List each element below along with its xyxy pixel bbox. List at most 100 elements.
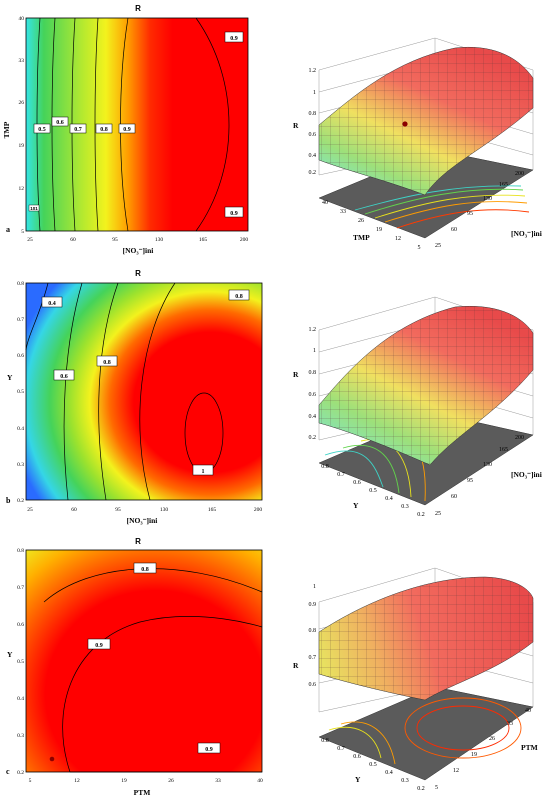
chart-b3d-zlabel: R: [293, 370, 299, 379]
chart-a3d-left-tick: 40: [322, 200, 328, 206]
chart-b-xtick: 130: [160, 507, 169, 513]
chart-a-xticks: 25 60 95 130 165 200: [27, 237, 248, 243]
chart-a-contour-label: 0.8: [100, 127, 108, 133]
chart-a-ytick: 33: [19, 58, 25, 64]
chart-c-ytick: 0.5: [17, 659, 24, 665]
chart-b-xtick: 95: [115, 507, 121, 513]
chart-c-yticks: 0.2 0.3 0.4 0.5 0.6 0.7 0.8: [17, 548, 24, 776]
contour-plot-a: R 0.5 0.6 0.7 0.8 0.9 0.9 0.9 101 25 60 …: [2, 4, 249, 255]
chart-b3d-right-tick: 165: [499, 447, 508, 453]
chart-c3d-right-tick: 12: [453, 768, 459, 774]
chart-b3d-left-tick: 0.7: [337, 472, 345, 478]
chart-b-xtick: 200: [254, 507, 263, 513]
chart-a-contour-label: 0.7: [74, 127, 82, 133]
chart-a-xlabel: [NO₃⁻]ini: [123, 246, 154, 255]
chart-c3d-floor: [318, 686, 534, 781]
chart-b3d-left-tick: 0.3: [401, 504, 409, 510]
chart-a-contour-label: 0.5: [38, 127, 46, 133]
chart-a-yticks: 5 12 19 26 33 40: [19, 16, 25, 235]
chart-a-design-point-label: 101: [30, 206, 38, 211]
chart-b-contour-label: 0.8: [235, 294, 243, 300]
chart-a3d-ztick: 0.4: [309, 153, 317, 159]
chart-b3d-left-tick: 0.5: [369, 488, 377, 494]
chart-c-contour-label: 0.8: [141, 567, 149, 573]
chart-c3d-left-tick: 0.2: [417, 786, 425, 792]
chart-b-ytick: 0.7: [17, 317, 24, 323]
chart-a3d-ztick: 0.6: [309, 132, 317, 138]
chart-a3d-left-tick: 5: [418, 245, 421, 251]
chart-b-contour-label: 0.8: [103, 360, 111, 366]
chart-a3d-right-tick: 200: [515, 171, 524, 177]
chart-b3d-left-tick: 0.4: [385, 496, 393, 502]
chart-b-plot-area: [25, 282, 263, 501]
chart-b-xtick: 25: [27, 507, 33, 513]
chart-c-xtick: 33: [215, 778, 221, 784]
chart-a-contour-label: 0.9: [123, 127, 131, 133]
chart-b3d-right-tick: 200: [515, 435, 524, 441]
chart-c3d-ztick: 1: [313, 584, 316, 590]
chart-b3d-right-tick: 25: [435, 511, 441, 517]
chart-c-ytick: 0.7: [17, 585, 24, 591]
chart-b3d-left-ticks: 0.8 0.7 0.6 0.5 0.4 0.3 0.2: [321, 464, 425, 518]
chart-c-xtick: 12: [74, 778, 80, 784]
chart-a-xtick: 130: [155, 237, 164, 243]
chart-c-xlabel: PTM: [134, 788, 151, 797]
chart-b3d-ztick: 0.2: [309, 435, 317, 441]
chart-b-ytick: 0.2: [17, 498, 24, 504]
chart-a3d-left-tick: 12: [395, 236, 401, 242]
chart-b-yticks: 0.2 0.3 0.4 0.5 0.6 0.7 0.8: [17, 281, 24, 504]
chart-c-contour-line: [62, 616, 263, 773]
chart-a-panel-letter: a: [6, 225, 10, 234]
chart-b3d-zticks: 0.2 0.4 0.6 0.8 1 1.2: [309, 327, 317, 441]
chart-c3d-left-ticks: 0.8 0.7 0.6 0.5 0.4 0.3 0.2: [321, 738, 425, 792]
chart-b3d-right-label: [NO₃⁻]ini: [511, 470, 542, 479]
chart-a3d-right-label: [NO₃⁻]ini: [511, 229, 542, 238]
chart-b-ytick: 0.3: [17, 462, 24, 468]
chart-c-xticks: 5 12 19 26 33 40: [29, 778, 263, 784]
chart-b-ylabel: Y: [7, 373, 13, 382]
chart-c3d-left-tick: 0.3: [401, 778, 409, 784]
chart-a-contour-line: [94, 17, 99, 232]
chart-c3d-right-tick: 19: [471, 752, 477, 758]
chart-b-ytick: 0.5: [17, 389, 24, 395]
chart-a3d-left-label: TMP: [353, 233, 370, 242]
chart-b3d-left-tick: 0.8: [321, 464, 329, 470]
chart-a-ytick: 40: [19, 16, 25, 22]
chart-c3d-left-tick: 0.7: [337, 746, 345, 752]
chart-c-ytick: 0.3: [17, 733, 24, 739]
chart-c-xtick: 26: [168, 778, 174, 784]
chart-c3d-zlabel: R: [293, 661, 299, 670]
chart-b-contour-line: [139, 282, 176, 501]
chart-a3d-right-ticks: 25 60 95 130 165 200: [435, 171, 524, 249]
chart-b3d-right-tick: 60: [451, 494, 457, 500]
chart-a3d-left-tick: 26: [358, 218, 364, 224]
chart-b3d-ztick: 1.2: [309, 327, 317, 333]
chart-a-ytick: 5: [21, 229, 24, 235]
chart-c-ytick: 0.6: [17, 622, 24, 628]
chart-a3d-zticks: 0.2 0.4 0.6 0.8 1 1.2: [309, 68, 317, 176]
chart-a3d-left-tick: 19: [376, 227, 382, 233]
chart-b-xtick: 60: [71, 507, 77, 513]
chart-a3d-left-ticks: 40 33 26 19 12 5: [322, 200, 421, 251]
chart-c3d-right-tick: 33: [507, 721, 513, 727]
chart-b3d-right-tick: 95: [467, 478, 473, 484]
chart-a-title: R: [135, 4, 141, 13]
chart-b3d-left-label: Y: [353, 501, 359, 510]
chart-c-xtick: 19: [121, 778, 127, 784]
chart-a-xtick: 165: [199, 237, 208, 243]
surface-plot-a: 0.2 0.4 0.6 0.8 1 1.2 R 40 33 26 19 12 5…: [293, 37, 542, 251]
chart-b-xticks: 25 60 95 130 165 200: [27, 507, 262, 513]
chart-b-contour-line: [63, 282, 83, 501]
chart-b-xtick: 165: [208, 507, 217, 513]
chart-a-xtick: 60: [70, 237, 76, 243]
chart-a3d-right-tick: 130: [483, 196, 492, 202]
chart-a-ytick: 19: [19, 143, 25, 149]
chart-c-contour-label: 0.9: [205, 747, 213, 753]
chart-b3d-ztick: 0.6: [309, 392, 317, 398]
chart-b-panel-letter: b: [6, 496, 11, 505]
surface-plot-b: 0.2 0.4 0.6 0.8 1 1.2 R 0.8 0.7 0.6 0.5 …: [293, 296, 542, 518]
contour-plot-c: R 0.8 0.9 0.9 5 12 19 26 33 40 0.2 0.3 0…: [6, 537, 263, 797]
chart-c3d-ztick: 0.7: [309, 655, 317, 661]
chart-c3d-right-ticks: 5 12 19 26 33 40: [435, 708, 531, 791]
chart-b-contour-label: 0.4: [48, 301, 56, 307]
